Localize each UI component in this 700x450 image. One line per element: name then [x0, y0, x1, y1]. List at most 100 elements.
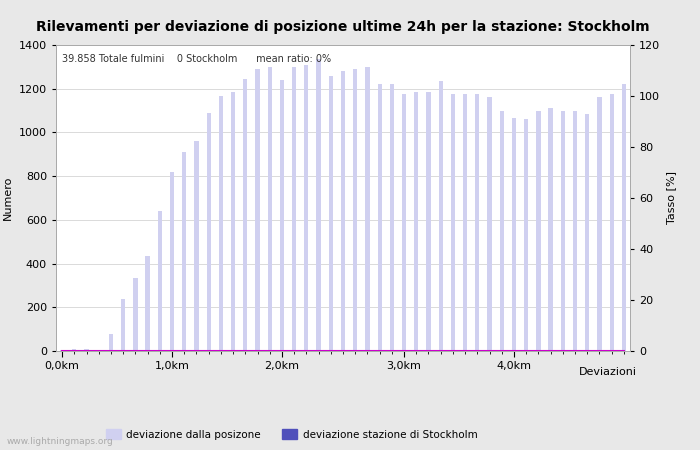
Y-axis label: Tasso [%]: Tasso [%]: [666, 171, 675, 225]
Text: Deviazioni: Deviazioni: [579, 367, 637, 377]
Bar: [365, 67, 370, 351]
Bar: [133, 278, 137, 351]
Bar: [97, 350, 101, 351]
Bar: [256, 69, 260, 351]
Bar: [85, 349, 89, 351]
Percentuale stazione di Stockholm: [547, 348, 555, 354]
Bar: [341, 71, 345, 351]
Bar: [353, 69, 357, 351]
Bar: [108, 333, 113, 351]
Bar: [304, 65, 309, 351]
Bar: [316, 59, 321, 351]
Text: www.lightningmaps.org: www.lightningmaps.org: [7, 436, 113, 446]
Percentuale stazione di Stockholm: [131, 348, 139, 354]
Y-axis label: Numero: Numero: [4, 176, 13, 220]
Bar: [597, 98, 601, 351]
Bar: [328, 76, 333, 351]
Bar: [292, 67, 296, 351]
Bar: [524, 119, 528, 351]
Percentuale stazione di Stockholm: [534, 348, 542, 354]
Bar: [280, 80, 284, 351]
Percentuale stazione di Stockholm: [302, 348, 311, 354]
Bar: [390, 84, 394, 351]
Percentuale stazione di Stockholm: [583, 348, 592, 354]
Percentuale stazione di Stockholm: [253, 348, 262, 354]
Percentuale stazione di Stockholm: [94, 348, 103, 354]
Percentuale stazione di Stockholm: [424, 348, 433, 354]
Percentuale stazione di Stockholm: [168, 348, 176, 354]
Percentuale stazione di Stockholm: [144, 348, 152, 354]
Percentuale stazione di Stockholm: [608, 348, 616, 354]
Bar: [622, 84, 626, 351]
Bar: [158, 211, 162, 351]
Percentuale stazione di Stockholm: [473, 348, 482, 354]
Bar: [402, 94, 406, 351]
Percentuale stazione di Stockholm: [485, 348, 494, 354]
Bar: [585, 114, 589, 351]
Percentuale stazione di Stockholm: [620, 348, 628, 354]
Bar: [500, 111, 504, 351]
Bar: [610, 94, 614, 351]
Bar: [72, 349, 76, 351]
Bar: [377, 84, 382, 351]
Bar: [182, 152, 186, 351]
Bar: [487, 98, 491, 351]
Percentuale stazione di Stockholm: [327, 348, 335, 354]
Percentuale stazione di Stockholm: [217, 348, 225, 354]
Percentuale stazione di Stockholm: [449, 348, 457, 354]
Percentuale stazione di Stockholm: [58, 348, 66, 354]
Bar: [267, 67, 272, 351]
Bar: [170, 172, 174, 351]
Percentuale stazione di Stockholm: [339, 348, 347, 354]
Percentuale stazione di Stockholm: [570, 348, 579, 354]
Percentuale stazione di Stockholm: [412, 348, 421, 354]
Percentuale stazione di Stockholm: [290, 348, 298, 354]
Percentuale stazione di Stockholm: [241, 348, 249, 354]
Bar: [475, 94, 480, 351]
Percentuale stazione di Stockholm: [193, 348, 201, 354]
Percentuale stazione di Stockholm: [437, 348, 445, 354]
Bar: [206, 113, 211, 351]
Bar: [195, 141, 199, 351]
Bar: [414, 92, 419, 351]
Bar: [243, 79, 247, 351]
Percentuale stazione di Stockholm: [375, 348, 384, 354]
Percentuale stazione di Stockholm: [204, 348, 213, 354]
Percentuale stazione di Stockholm: [119, 348, 127, 354]
Bar: [146, 256, 150, 351]
Bar: [549, 108, 553, 351]
Bar: [536, 111, 540, 351]
Percentuale stazione di Stockholm: [229, 348, 237, 354]
Percentuale stazione di Stockholm: [510, 348, 518, 354]
Percentuale stazione di Stockholm: [70, 348, 78, 354]
Percentuale stazione di Stockholm: [363, 348, 372, 354]
Percentuale stazione di Stockholm: [388, 348, 396, 354]
Percentuale stazione di Stockholm: [265, 348, 274, 354]
Percentuale stazione di Stockholm: [522, 348, 531, 354]
Percentuale stazione di Stockholm: [559, 348, 567, 354]
Percentuale stazione di Stockholm: [498, 348, 506, 354]
Bar: [451, 94, 455, 351]
Bar: [512, 118, 516, 351]
Bar: [463, 94, 468, 351]
Title: Rilevamenti per deviazione di posizione ultime 24h per la stazione: Stockholm: Rilevamenti per deviazione di posizione …: [36, 19, 650, 34]
Bar: [426, 92, 430, 351]
Bar: [60, 350, 64, 351]
Percentuale stazione di Stockholm: [107, 348, 116, 354]
Bar: [439, 81, 443, 351]
Percentuale stazione di Stockholm: [595, 348, 603, 354]
Text: 39.858 Totale fulmini    0 Stockholm      mean ratio: 0%: 39.858 Totale fulmini 0 Stockholm mean r…: [62, 54, 331, 64]
Bar: [218, 96, 223, 351]
Percentuale stazione di Stockholm: [314, 348, 323, 354]
Percentuale stazione di Stockholm: [400, 348, 408, 354]
Percentuale stazione di Stockholm: [180, 348, 188, 354]
Bar: [231, 92, 235, 351]
Bar: [573, 111, 577, 351]
Bar: [121, 298, 125, 351]
Percentuale stazione di Stockholm: [155, 348, 164, 354]
Bar: [561, 111, 565, 351]
Percentuale stazione di Stockholm: [278, 348, 286, 354]
Percentuale stazione di Stockholm: [461, 348, 469, 354]
Percentuale stazione di Stockholm: [351, 348, 359, 354]
Percentuale stazione di Stockholm: [83, 348, 91, 354]
